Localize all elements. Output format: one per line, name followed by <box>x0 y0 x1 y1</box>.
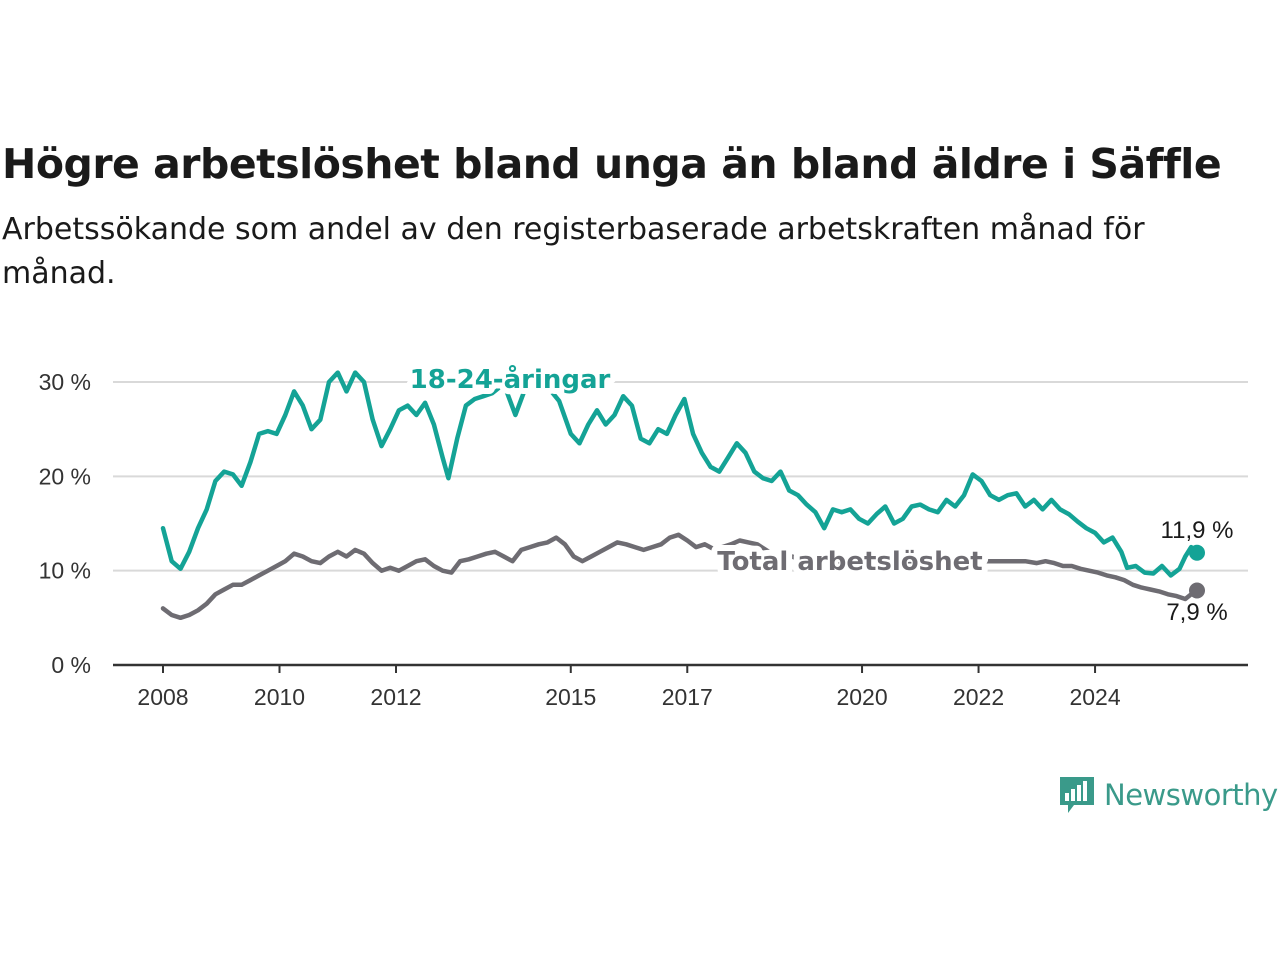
newsworthy-logo: Newsworthy <box>1058 772 1278 818</box>
series-layer <box>160 370 1205 621</box>
chart-title: Högre arbetslöshet bland unga än bland ä… <box>2 140 1222 188</box>
series-end-point <box>1189 544 1205 561</box>
y-tick-label: 20 % <box>39 463 91 489</box>
y-tick-label: 0 % <box>51 652 91 678</box>
series-end-label: 11,9 % <box>1161 517 1234 544</box>
series-label-halo: 18-24-åringar <box>410 363 611 395</box>
y-tick-label: 10 % <box>39 558 91 584</box>
x-tick-label: 2020 <box>836 684 887 710</box>
series-line <box>160 370 1200 578</box>
series-end-label: 7,9 % <box>1166 599 1227 626</box>
series-name-label: 18-24-åringar <box>410 363 611 395</box>
series-end-point <box>1189 582 1205 599</box>
x-tick-label: 2008 <box>137 684 188 710</box>
bar-chart-speech-bubble-icon <box>1060 777 1094 813</box>
brand-name: Newsworthy <box>1104 778 1278 812</box>
series-name-label: Total arbetslöshet <box>717 547 982 577</box>
series-line <box>160 532 1200 621</box>
series-label-halo: Total arbetslöshet <box>717 547 982 577</box>
grid-layer <box>113 381 1248 572</box>
y-tick-label: 30 % <box>39 369 91 395</box>
x-tick-label: 2010 <box>254 684 305 710</box>
x-tick-label: 2024 <box>1069 684 1120 710</box>
x-tick-label: 2015 <box>545 684 596 710</box>
chart-subtitle: Arbetssökande som andel av den registerb… <box>2 212 1145 291</box>
x-tick-label: 2012 <box>370 684 421 710</box>
x-tick-label: 2017 <box>662 684 713 710</box>
x-tick-label: 2022 <box>953 684 1004 710</box>
axis-layer: 0 % 10 % 20 % 30 % 2008 2010 2012 2015 2017 2020 2… <box>39 369 1248 710</box>
